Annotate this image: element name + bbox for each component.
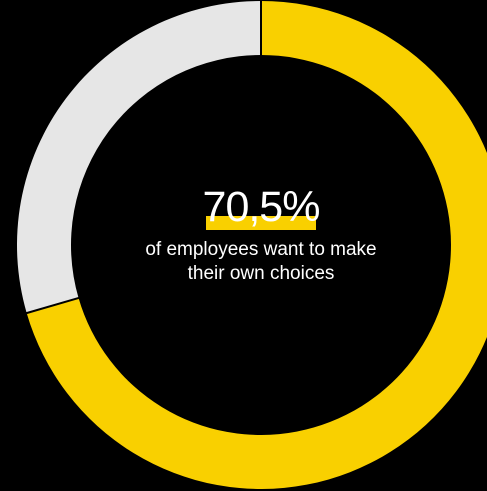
slice-separator [24, 296, 81, 315]
value-highlight-bar [205, 216, 317, 230]
donut-slice-remainder [17, 1, 262, 314]
center-label: 70,5% of employees want to make their ow… [128, 186, 394, 286]
center-value-wrap: 70,5% [202, 183, 321, 231]
center-value: 70,5% [202, 183, 321, 231]
center-caption: of employees want to make their own choi… [145, 239, 377, 284]
